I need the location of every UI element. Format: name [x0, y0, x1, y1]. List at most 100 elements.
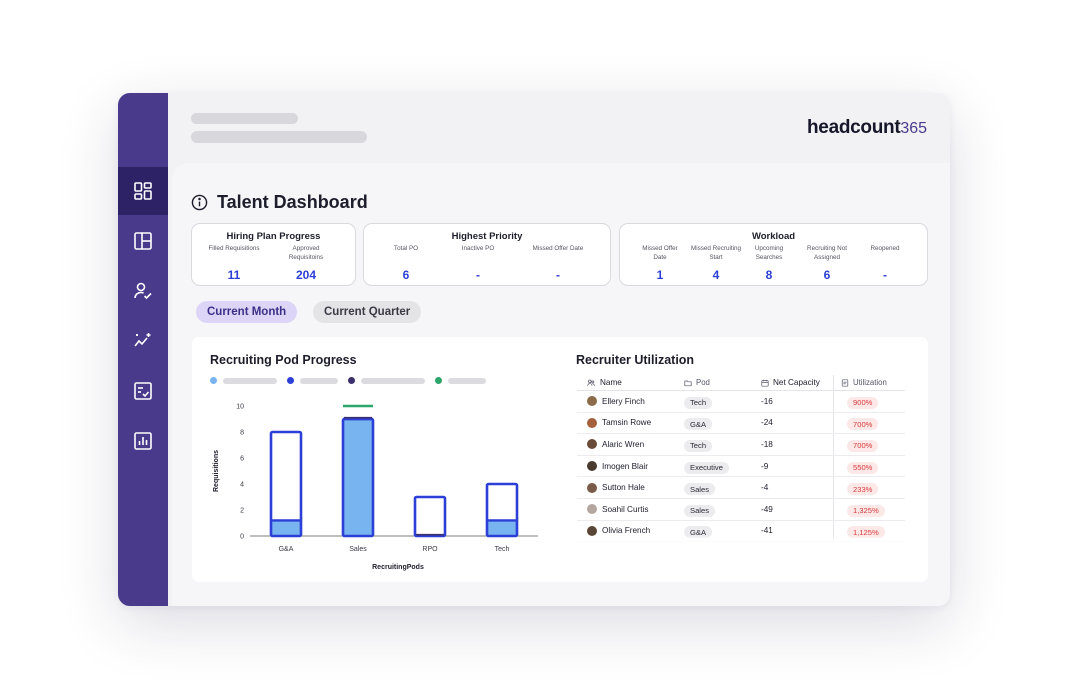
bar-outline-rpo	[413, 495, 447, 538]
pod-progress-chart-svg: 0 2 4 6 8 10 Requisitions RecruitingPods G&A Sale…	[213, 404, 538, 571]
cell-name: Alaric Wren	[577, 439, 679, 450]
bar-outline-ga	[269, 430, 303, 538]
bar-chart-icon	[134, 432, 152, 450]
cell-utilization: 550%	[834, 457, 905, 475]
recruiter-name: Alaric Wren	[602, 439, 645, 449]
header-placeholder-line	[191, 131, 367, 143]
kpi-value[interactable]: -	[476, 268, 480, 282]
sidebar-item-recruiters[interactable]	[118, 267, 168, 315]
cell-net-capacity: -4	[751, 477, 834, 498]
table-row[interactable]: Ellery Finch Tech -16 900%	[577, 391, 905, 413]
recruiter-name: Imogen Blair	[602, 461, 648, 471]
kpi-value[interactable]: 6	[402, 268, 410, 282]
x-tick-label: G&A	[279, 546, 294, 553]
page-header: Talent Dashboard	[191, 192, 368, 213]
col-header-net-capacity[interactable]: Net Capacity	[751, 375, 834, 390]
table-row[interactable]: Imogen Blair Executive -9 550%	[577, 455, 905, 478]
table-row[interactable]: Sutton Hale Sales -4 233%	[577, 477, 905, 499]
utilization-badge: 700%	[847, 418, 879, 431]
table-row[interactable]: Soahil Curtis Sales -49 1,325%	[577, 498, 905, 521]
pod-tag: Executive	[684, 461, 729, 474]
kpi-value[interactable]: -	[883, 268, 887, 282]
kpi-label: Filled Requisitions	[208, 245, 260, 252]
col-header-pod[interactable]: Pod	[679, 378, 751, 387]
kpi-label: Missed Offer Date	[532, 245, 584, 252]
people-icon	[587, 379, 595, 386]
kpi-inactive-po: Inactive PO -	[450, 245, 506, 282]
sidebar-item-analytics[interactable]	[118, 417, 168, 465]
col-header-label: Net Capacity	[773, 378, 820, 387]
kpi-value[interactable]: -	[556, 268, 560, 282]
y-axis-label: Requisitions	[213, 450, 220, 492]
col-header-name[interactable]: Name	[577, 378, 679, 387]
recruiter-name: Soahil Curtis	[602, 504, 649, 514]
pod-progress-title: Recruiting Pod Progress	[210, 353, 357, 367]
checklist-icon	[134, 382, 152, 400]
cell-utilization: 233%	[834, 479, 905, 497]
table-row[interactable]: Alaric Wren Tech -18 700%	[577, 434, 905, 456]
bar-fill-sales	[343, 419, 373, 536]
x-axis-label: RecruitingPods	[372, 564, 424, 571]
utilization-title: Recruiter Utilization	[576, 353, 695, 367]
sidebar-item-dashboard[interactable]	[118, 167, 168, 215]
folder-icon	[684, 380, 692, 386]
kpi-title: Hiring Plan Progress	[226, 231, 321, 242]
bar-outline-sales	[341, 417, 375, 538]
cell-net-capacity: -18	[751, 434, 834, 455]
kpi-title: Highest Priority	[451, 231, 523, 242]
utilization-badge: 1,325%	[847, 504, 885, 517]
cell-utilization: 900%	[834, 392, 905, 410]
cell-utilization: 700%	[834, 414, 905, 432]
kpi-value[interactable]: 6	[823, 268, 831, 282]
kpi-value[interactable]: 8	[765, 268, 773, 282]
sidebar-item-insights[interactable]	[118, 317, 168, 365]
legend-label-placeholder	[223, 377, 277, 384]
cell-net-capacity: -24	[751, 412, 834, 434]
kpi-value[interactable]: 204	[295, 268, 317, 282]
kpi-total-po: Total PO 6	[378, 245, 434, 282]
kpi-title: Workload	[751, 231, 796, 242]
tab-current-month[interactable]: Current Month	[196, 301, 298, 323]
app-window: headcount365 Talent Dashboard Hiring Pla…	[118, 93, 950, 606]
kpi-value[interactable]: 4	[712, 268, 720, 282]
legend-dot	[435, 377, 442, 384]
cell-utilization: 700%	[834, 435, 905, 453]
kpi-label: Approved Requisitoins	[288, 245, 324, 261]
cell-net-capacity: -16	[751, 391, 834, 412]
cell-pod: Sales	[679, 479, 751, 497]
pod-tag: G&A	[684, 418, 713, 431]
sidebar-item-reports[interactable]	[118, 367, 168, 415]
col-header-label: Utilization	[853, 378, 887, 387]
y-tick-label: 0	[240, 534, 244, 541]
kpi-label: Reopened	[870, 245, 900, 252]
avatar	[587, 482, 597, 493]
kpi-reopened: Reopened -	[860, 245, 910, 282]
cell-name: Sutton Hale	[577, 482, 679, 493]
pod-tag: Tech	[684, 439, 713, 452]
page-title: Talent Dashboard	[217, 192, 368, 212]
sparkle-trend-icon	[134, 333, 151, 347]
x-tick-label: Sales	[349, 546, 367, 553]
y-tick-label: 10	[236, 404, 244, 411]
cell-pod: Sales	[679, 500, 751, 518]
kpi-filled-requisitions: Filled Requisitions 11	[206, 245, 262, 282]
kpi-label: Recruiting Not Assigned	[807, 245, 847, 261]
tab-current-quarter[interactable]: Current Quarter	[313, 301, 422, 323]
cell-utilization: 1,325%	[834, 500, 905, 518]
recruiter-name: Olivia French	[602, 526, 651, 536]
cell-net-capacity: -9	[751, 455, 834, 477]
legend-dot	[287, 377, 294, 384]
kpi-value[interactable]: 1	[656, 268, 664, 282]
utilization-badge: 550%	[847, 461, 879, 474]
table-row[interactable]: Tamsin Rowe G&A -24 700%	[577, 412, 905, 435]
kpi-card-highest-priority: Highest Priority Total PO 6 Inactive PO …	[363, 223, 611, 286]
chart-legend	[210, 377, 486, 384]
layout-icon	[134, 232, 152, 250]
y-tick-label: 6	[240, 456, 244, 463]
y-tick-label: 2	[240, 508, 244, 515]
kpi-value[interactable]: 11	[227, 268, 241, 282]
sidebar-item-layout[interactable]	[118, 217, 168, 265]
col-header-utilization[interactable]: Utilization	[834, 378, 905, 387]
cell-name: Olivia French	[577, 525, 679, 536]
y-tick-label: 8	[240, 430, 244, 437]
